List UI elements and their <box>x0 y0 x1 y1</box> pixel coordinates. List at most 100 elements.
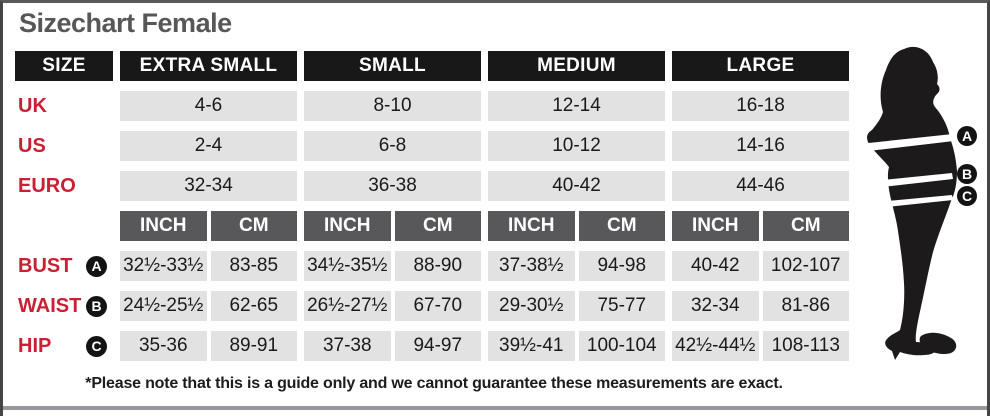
cell-hip-xs-cm: 89-91 <box>210 331 297 361</box>
cell-bust-l-inch: 40-42 <box>672 251 759 281</box>
row-label-hip: HIP <box>18 334 52 357</box>
marker-c-badge: C <box>86 335 107 357</box>
column-header-extra-small: EXTRA SMALL <box>120 51 297 81</box>
unit-header-inch: INCH <box>488 211 575 241</box>
bust-line <box>859 134 954 152</box>
column-header-large: LARGE <box>672 51 849 81</box>
cell-uk-large: 16-18 <box>672 91 849 121</box>
row-label-uk: UK <box>18 94 47 117</box>
row-label-euro: EURO <box>18 174 76 197</box>
cell-us-large: 14-16 <box>672 131 849 161</box>
waist-medium: 29-30½ 75-77 <box>488 291 665 321</box>
row-label-waist-wrap: WAIST B <box>15 291 113 321</box>
cell-hip-s-inch: 37-38 <box>304 331 391 361</box>
svg-text:A: A <box>962 128 972 144</box>
unit-header-inch: INCH <box>304 211 391 241</box>
bust-small: 34½-35½ 88-90 <box>304 251 481 281</box>
cell-bust-xs-cm: 83-85 <box>210 251 297 281</box>
unit-header-pair-extra-small: INCH CM <box>120 211 297 241</box>
bottom-divider <box>3 406 987 410</box>
cell-hip-xs-inch: 35-36 <box>120 331 207 361</box>
marker-a-badge: A <box>86 255 107 277</box>
cell-bust-m-cm: 94-98 <box>578 251 665 281</box>
svg-text:B: B <box>962 166 972 182</box>
table-row-euro: EURO 32-34 36-38 40-42 44-46 <box>15 171 853 201</box>
hip-large: 42½-44½ 108-113 <box>672 331 849 361</box>
cell-bust-m-inch: 37-38½ <box>488 251 575 281</box>
table-row-us: US 2-4 6-8 10-12 14-16 <box>15 131 853 161</box>
unit-header-cm: CM <box>578 211 665 241</box>
hip-small: 37-38 94-97 <box>304 331 481 361</box>
size-chart-table: SIZE EXTRA SMALL SMALL MEDIUM LARGE UK 4… <box>15 51 853 361</box>
unit-header-pair-small: INCH CM <box>304 211 481 241</box>
marker-b: B <box>957 164 977 184</box>
table-row-uk: UK 4-6 8-10 12-14 16-18 <box>15 91 853 121</box>
bust-medium: 37-38½ 94-98 <box>488 251 665 281</box>
unit-header-cm: CM <box>210 211 297 241</box>
marker-c: C <box>957 186 977 206</box>
cell-uk-small: 8-10 <box>304 91 481 121</box>
unit-header-cm: CM <box>394 211 481 241</box>
cell-waist-l-inch: 32-34 <box>672 291 759 321</box>
footnote: *Please note that this is a guide only a… <box>85 375 783 392</box>
column-header-size: SIZE <box>15 51 113 81</box>
unit-header-spacer <box>15 211 113 241</box>
table-header-row: SIZE EXTRA SMALL SMALL MEDIUM LARGE <box>15 51 853 81</box>
cell-hip-l-cm: 108-113 <box>762 331 849 361</box>
cell-hip-m-cm: 100-104 <box>578 331 665 361</box>
waist-small: 26½-27½ 67-70 <box>304 291 481 321</box>
unit-header-inch: INCH <box>120 211 207 241</box>
cell-bust-xs-inch: 32½-33½ <box>120 251 207 281</box>
cell-euro-small: 36-38 <box>304 171 481 201</box>
cell-us-medium: 10-12 <box>488 131 665 161</box>
cell-euro-extra-small: 32-34 <box>120 171 297 201</box>
bust-large: 40-42 102-107 <box>672 251 849 281</box>
cell-hip-s-cm: 94-97 <box>394 331 481 361</box>
cell-waist-s-inch: 26½-27½ <box>304 291 391 321</box>
waist-line <box>863 173 953 189</box>
unit-header-cm: CM <box>762 211 849 241</box>
table-row-hip: HIP C 35-36 89-91 37-38 94-97 39½-41 100… <box>15 331 853 361</box>
column-header-small: SMALL <box>304 51 481 81</box>
cell-euro-medium: 40-42 <box>488 171 665 201</box>
svg-text:C: C <box>962 188 972 204</box>
table-row-waist: WAIST B 24½-25½ 62-65 26½-27½ 67-70 29-3… <box>15 291 853 321</box>
table-row-bust: BUST A 32½-33½ 83-85 34½-35½ 88-90 37-38… <box>15 251 853 281</box>
row-label-hip-wrap: HIP C <box>15 331 113 361</box>
cell-waist-xs-inch: 24½-25½ <box>120 291 207 321</box>
cell-us-small: 6-8 <box>304 131 481 161</box>
row-label-us: US <box>18 134 46 157</box>
hip-line <box>867 195 953 209</box>
cell-waist-s-cm: 67-70 <box>394 291 481 321</box>
cell-uk-extra-small: 4-6 <box>120 91 297 121</box>
cell-waist-m-inch: 29-30½ <box>488 291 575 321</box>
unit-header-inch: INCH <box>672 211 759 241</box>
marker-a: A <box>957 126 977 146</box>
cell-waist-m-cm: 75-77 <box>578 291 665 321</box>
marker-b-badge: B <box>86 295 107 317</box>
cell-euro-large: 44-46 <box>672 171 849 201</box>
cell-waist-l-cm: 81-86 <box>762 291 849 321</box>
cell-uk-medium: 12-14 <box>488 91 665 121</box>
bust-extra-small: 32½-33½ 83-85 <box>120 251 297 281</box>
cell-waist-xs-cm: 62-65 <box>210 291 297 321</box>
cell-bust-s-cm: 88-90 <box>394 251 481 281</box>
column-header-medium: MEDIUM <box>488 51 665 81</box>
page-title: Sizechart Female <box>19 8 232 38</box>
cell-hip-l-inch: 42½-44½ <box>672 331 759 361</box>
table-unit-header-row: INCH CM INCH CM INCH CM INCH CM <box>15 211 853 241</box>
unit-header-pair-large: INCH CM <box>672 211 849 241</box>
row-label-bust: BUST <box>18 254 73 277</box>
cell-bust-s-inch: 34½-35½ <box>304 251 391 281</box>
cell-us-extra-small: 2-4 <box>120 131 297 161</box>
unit-header-pair-medium: INCH CM <box>488 211 665 241</box>
row-label-bust-wrap: BUST A <box>15 251 113 281</box>
female-silhouette-figure: A B C <box>859 41 987 413</box>
hip-medium: 39½-41 100-104 <box>488 331 665 361</box>
cell-hip-m-inch: 39½-41 <box>488 331 575 361</box>
row-label-waist: WAIST <box>18 294 82 317</box>
waist-large: 32-34 81-86 <box>672 291 849 321</box>
waist-extra-small: 24½-25½ 62-65 <box>120 291 297 321</box>
hip-extra-small: 35-36 89-91 <box>120 331 297 361</box>
